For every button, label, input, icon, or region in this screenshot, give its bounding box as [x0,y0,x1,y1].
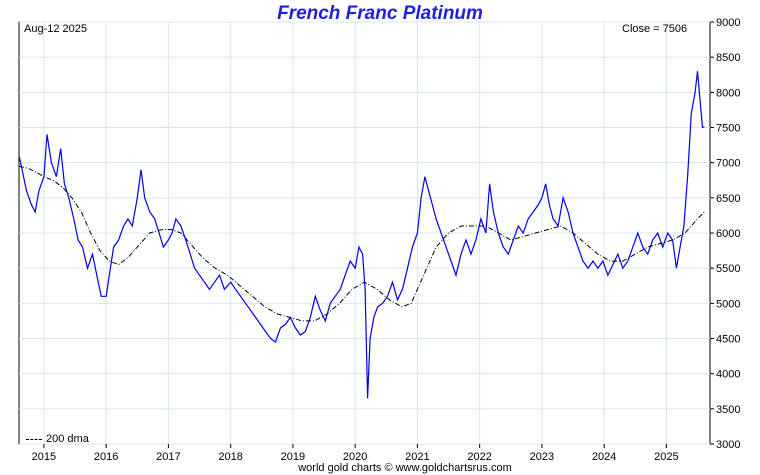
x-tick-label: 2025 [654,451,678,463]
x-tick-label: 2018 [218,451,242,463]
legend-dma-label: 200 dma [46,433,89,445]
y-tick-label: 7500 [716,123,740,135]
legend: 200 dma [26,433,89,445]
x-tick-label: 2016 [94,451,118,463]
x-tick-label: 2019 [281,451,305,463]
x-tick-label: 2020 [343,451,367,463]
y-tick-label: 8000 [716,87,740,99]
y-tick-label: 4000 [716,369,740,381]
y-tick-label: 3500 [716,404,740,416]
y-tick-label: 8500 [716,52,740,64]
x-tick-label: 2015 [32,451,56,463]
x-tick-label: 2024 [592,451,616,463]
grid [19,21,710,445]
price-line [18,71,705,399]
date-label: Aug-12 2025 [24,23,87,35]
y-axis-ticks: 3000 3500 4000 4500 5000 5500 6000 6500 7000 7500… [710,17,740,451]
y-tick-label: 9000 [716,17,740,29]
chart-title: French Franc Platinum [277,3,483,24]
y-tick-label: 7000 [716,158,740,170]
y-tick-label: 6000 [716,228,740,240]
y-tick-label: 6500 [716,193,740,205]
x-tick-label: 2017 [156,451,180,463]
y-tick-label: 4500 [716,334,740,346]
footer-credit: world gold charts © www.goldchartsrus.co… [298,462,512,474]
series-layer [18,71,705,399]
y-tick-label: 3000 [716,439,740,451]
y-tick-label: 5500 [716,263,740,275]
x-tick-label: 2023 [530,451,554,463]
x-tick-label: 2022 [467,451,491,463]
y-tick-label: 5000 [716,298,740,310]
legend-dma-swatch [26,438,42,440]
x-axis-ticks: 2015 2016 2017 2018 2019 2020 2021 2022 2023 2024… [32,444,679,463]
close-label: Close = 7506 [622,23,688,35]
x-tick-label: 2021 [405,451,429,463]
